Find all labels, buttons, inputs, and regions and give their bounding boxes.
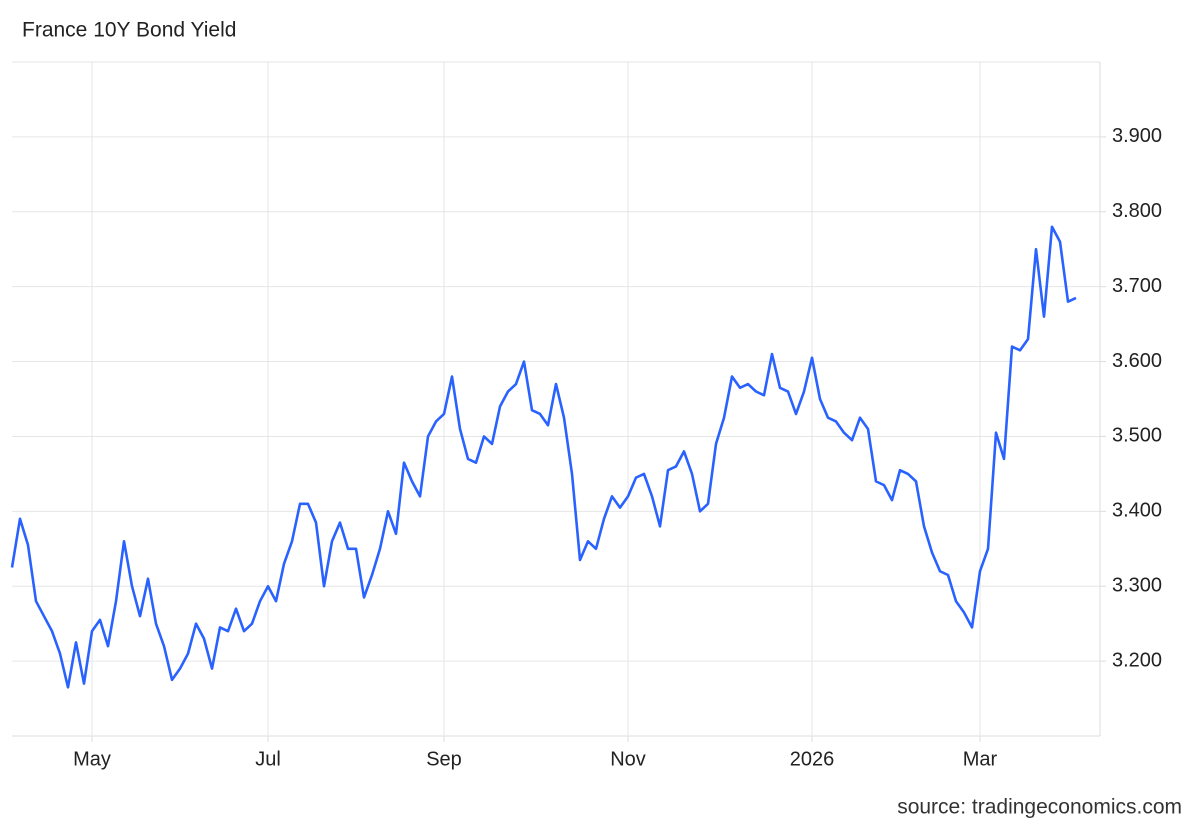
x-tick-label: Sep <box>426 748 462 770</box>
y-tick-label: 3.400 <box>1112 500 1162 522</box>
y-tick-label: 3.200 <box>1112 649 1162 671</box>
chart-title: France 10Y Bond Yield <box>22 19 236 42</box>
x-tick-label: Mar <box>963 748 998 770</box>
y-tick-label: 3.500 <box>1112 425 1162 447</box>
x-tick-label: 2026 <box>790 748 835 770</box>
y-tick-label: 3.700 <box>1112 275 1162 297</box>
source: source: tradingeconomics.com <box>897 796 1182 819</box>
y-tick-label: 3.600 <box>1112 350 1162 372</box>
x-tick-label: Jul <box>255 748 281 770</box>
y-tick-label: 3.800 <box>1112 200 1162 222</box>
x-tick-label: Nov <box>610 748 646 770</box>
y-tick-label: 3.900 <box>1112 125 1162 147</box>
data-line <box>10 225 1077 689</box>
x-tick-label: May <box>73 748 111 770</box>
y-tick-label: 3.300 <box>1112 575 1162 597</box>
